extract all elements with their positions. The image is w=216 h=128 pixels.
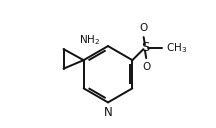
- Text: O: O: [140, 23, 148, 33]
- Text: S: S: [141, 41, 149, 54]
- Text: O: O: [142, 62, 150, 72]
- Text: N: N: [104, 106, 112, 120]
- Text: CH$_3$: CH$_3$: [166, 41, 187, 55]
- Text: NH$_2$: NH$_2$: [79, 34, 100, 47]
